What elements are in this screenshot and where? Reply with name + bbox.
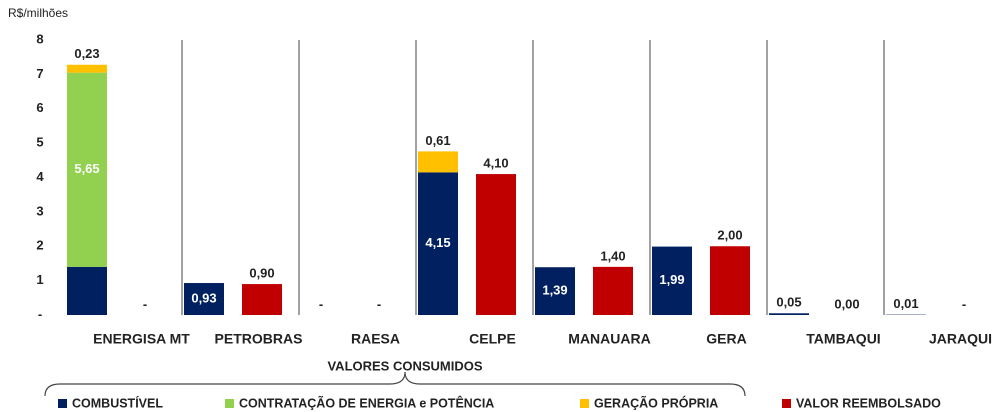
bar-segment bbox=[710, 246, 750, 315]
bar-segment bbox=[242, 284, 282, 315]
y-tick-label: 2 bbox=[36, 238, 43, 253]
legend-swatch bbox=[782, 399, 791, 408]
bar-segment bbox=[652, 246, 692, 315]
x-tick-label: RAESA bbox=[351, 331, 400, 347]
x-tick-label: MANAUARA bbox=[568, 331, 650, 347]
data-label: - bbox=[962, 296, 966, 311]
data-label: - bbox=[319, 296, 323, 311]
x-tick-label: TAMBAQUI bbox=[806, 331, 880, 347]
data-label: 2,00 bbox=[717, 228, 742, 243]
bar-segment bbox=[67, 72, 107, 267]
data-label: 0,23 bbox=[74, 46, 99, 61]
legend-swatch bbox=[580, 399, 589, 408]
bar-segment bbox=[184, 283, 224, 315]
brace bbox=[44, 371, 746, 397]
x-tick-label: GERA bbox=[706, 331, 746, 347]
bar-segment bbox=[67, 266, 107, 315]
data-label: 0,61 bbox=[425, 133, 450, 148]
y-tick-label: 4 bbox=[36, 169, 44, 184]
y-tick-label: 7 bbox=[36, 66, 43, 81]
y-tick-label: 5 bbox=[36, 135, 43, 150]
data-label: 1,40 bbox=[600, 248, 625, 263]
legend-label: CONTRATAÇÃO DE ENERGIA e POTÊNCIA bbox=[239, 395, 494, 410]
y-tick-label: 8 bbox=[36, 31, 43, 46]
data-label: 0,00 bbox=[834, 296, 859, 311]
bar-segment bbox=[593, 266, 633, 315]
bar-segment bbox=[418, 172, 458, 315]
data-label: 0,90 bbox=[249, 266, 274, 281]
y-tick-label: 1 bbox=[36, 272, 43, 287]
data-label: 0,93 bbox=[191, 290, 216, 305]
data-label: - bbox=[377, 296, 381, 311]
bar-segment bbox=[476, 174, 516, 315]
legend-label: GERAÇÃO PRÓPRIA bbox=[594, 395, 718, 410]
bar-segment bbox=[769, 313, 809, 315]
bar-segment bbox=[67, 64, 107, 73]
y-tick-label: 3 bbox=[36, 203, 43, 218]
y-axis-label: R$/milhões bbox=[8, 6, 68, 20]
data-label: 1,99 bbox=[659, 272, 684, 287]
x-axis-label: VALORES CONSUMIDOS bbox=[327, 358, 482, 373]
data-label: 4,10 bbox=[483, 156, 508, 171]
data-label: 4,15 bbox=[425, 235, 450, 250]
y-tick-label: 6 bbox=[36, 100, 43, 115]
bar-segment bbox=[535, 267, 575, 315]
legend-label: VALOR REEMBOLSADO bbox=[796, 396, 941, 410]
x-tick-label: ENERGISA MT bbox=[93, 331, 190, 347]
legend-swatch bbox=[58, 399, 67, 408]
data-label: 5,65 bbox=[74, 161, 99, 176]
y-tick-label: - bbox=[38, 306, 42, 321]
legend-label: COMBUSTÍVEL bbox=[72, 395, 163, 410]
data-label: 0,05 bbox=[776, 295, 801, 310]
bar-segment bbox=[418, 151, 458, 173]
data-label: 0,01 bbox=[893, 296, 918, 311]
x-tick-label: CELPE bbox=[469, 331, 516, 347]
x-tick-label: JARAQUI bbox=[929, 331, 992, 347]
data-label: - bbox=[143, 296, 147, 311]
x-tick-label: PETROBRAS bbox=[215, 331, 303, 347]
legend-swatch bbox=[225, 399, 234, 408]
data-label: 1,39 bbox=[542, 283, 567, 298]
